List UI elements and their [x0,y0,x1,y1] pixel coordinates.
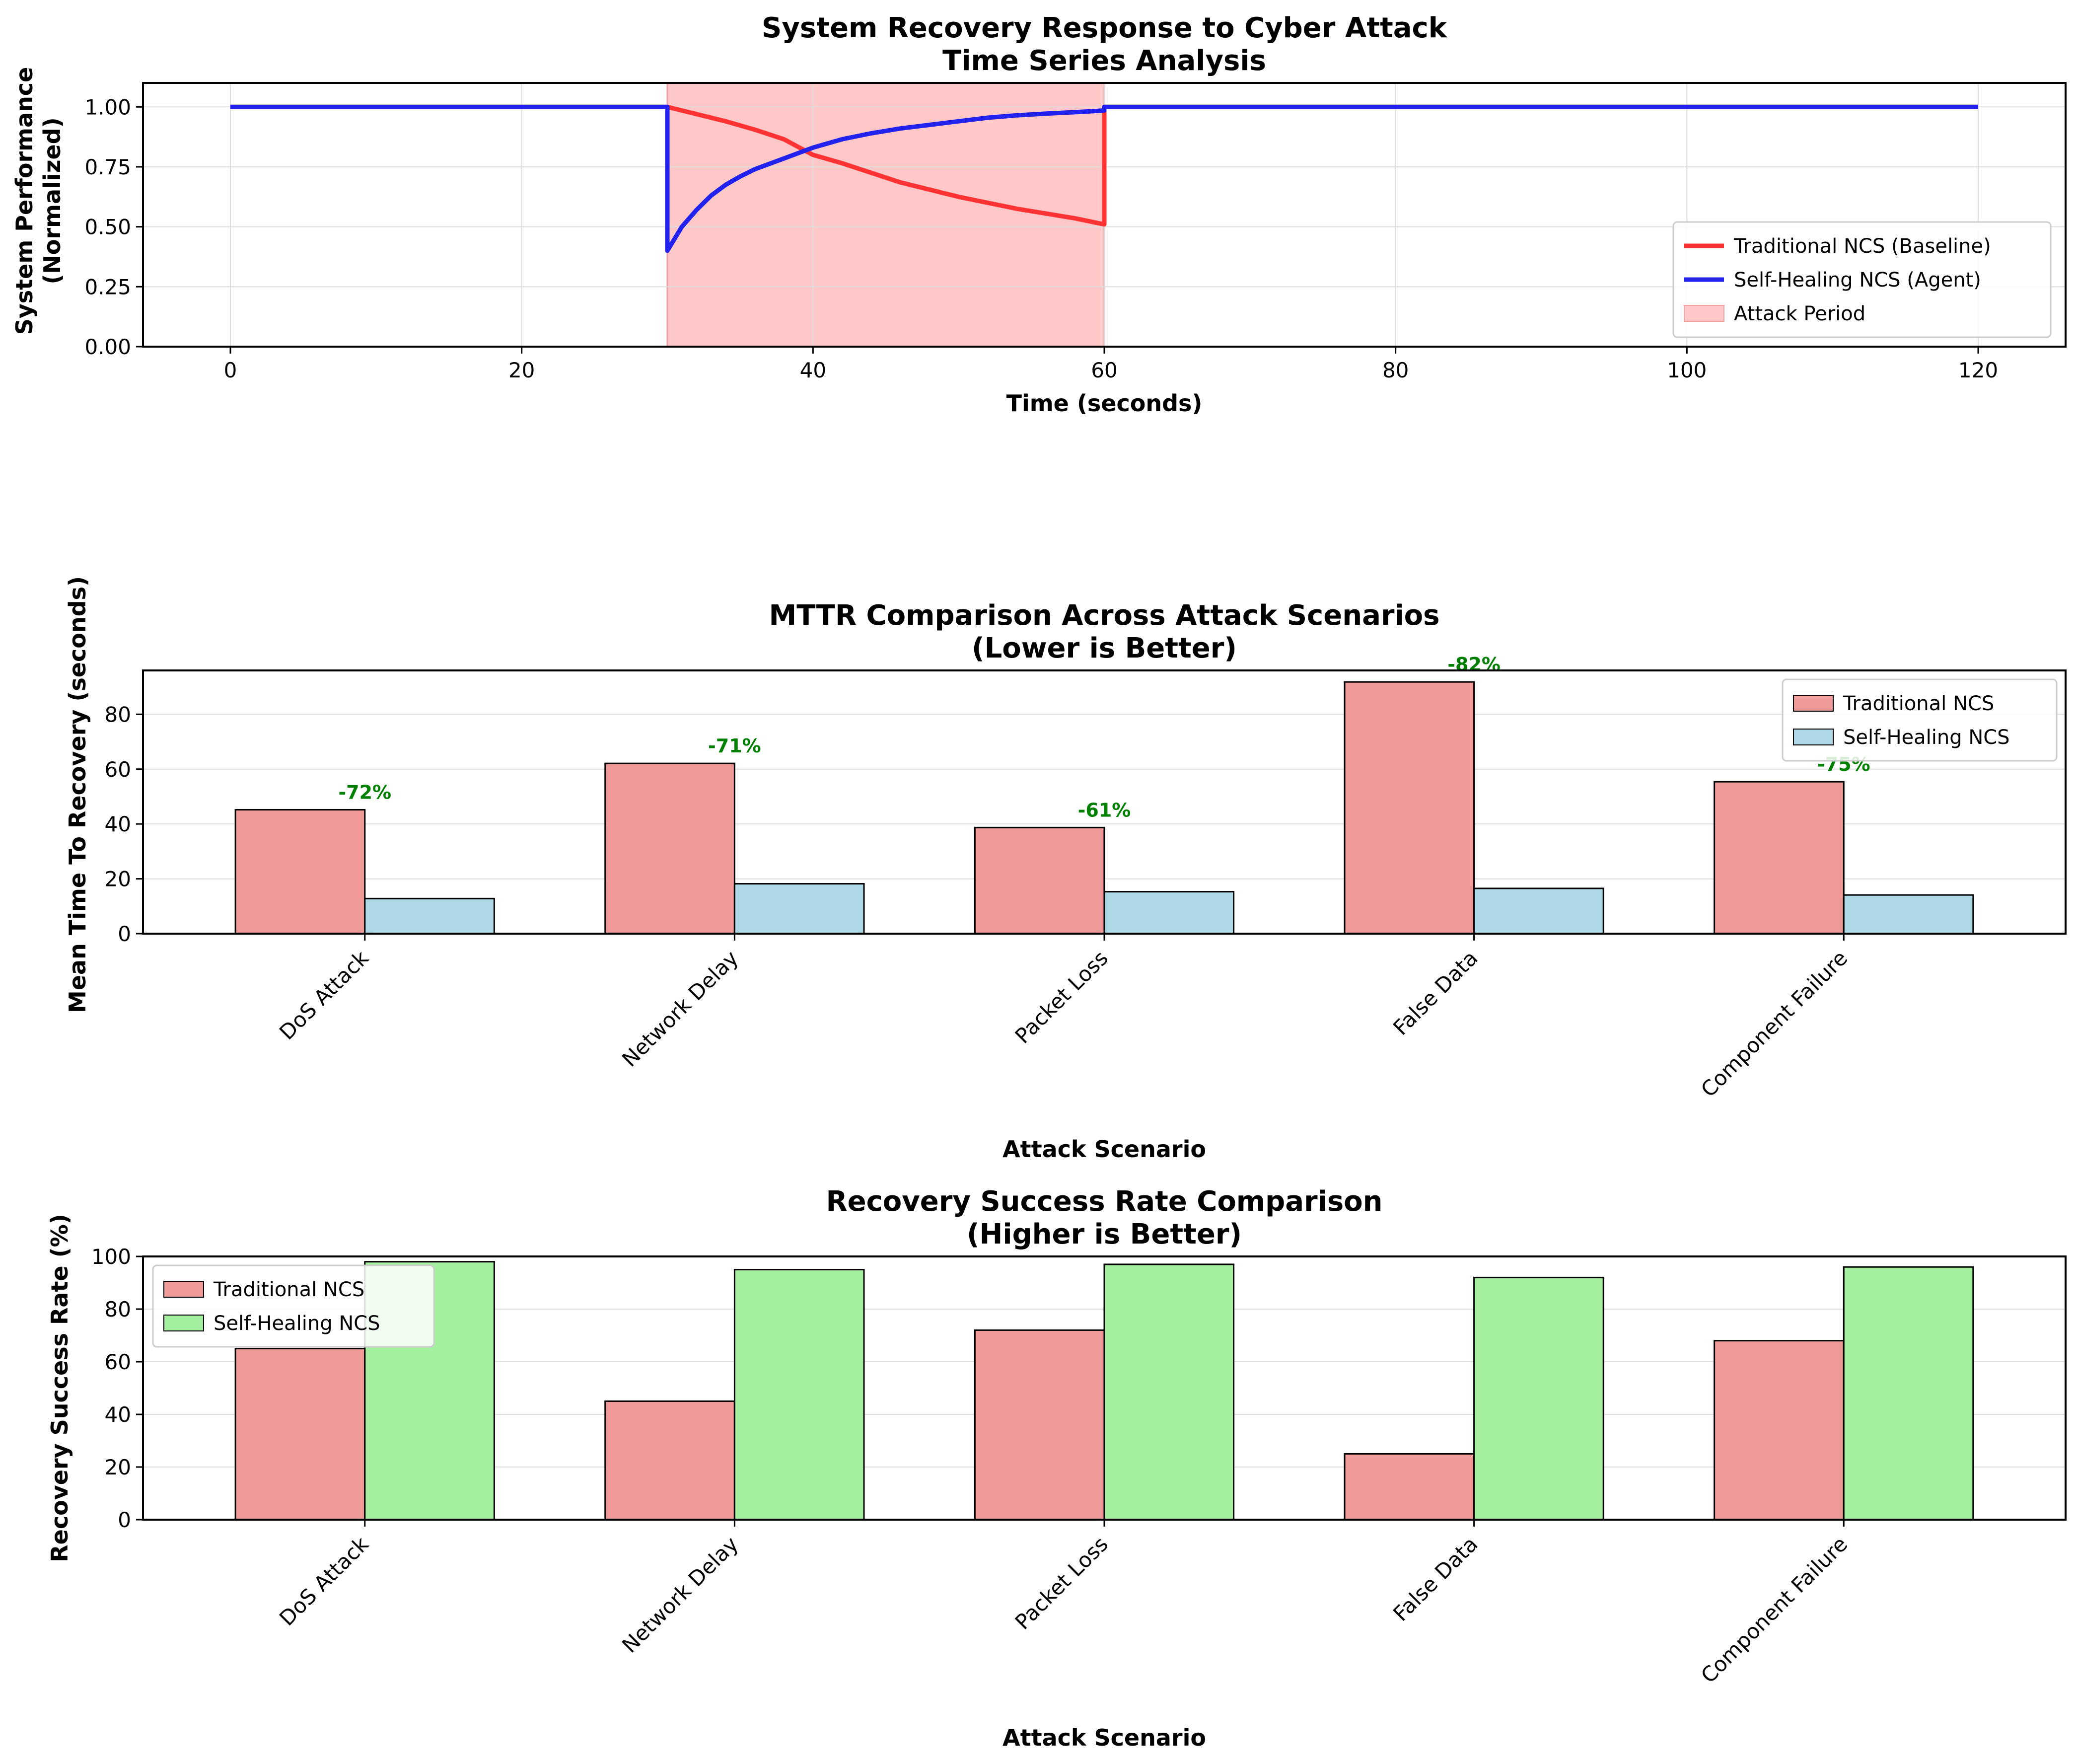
improvement-label-2: -61% [1078,799,1131,821]
y-tick-label: 0 [118,922,131,946]
x-tick-label-2: Packet Loss [1010,1532,1113,1634]
legend-swatch-0 [163,1281,204,1298]
x-tick-label: 20 [508,358,535,382]
legend-swatch-0 [1793,695,1834,712]
x-tick-label: 100 [1667,358,1707,382]
legend-self-healing-ncs-label: Self-Healing NCS (Agent) [1734,269,1981,292]
legend-attack-period-label: Attack Period [1734,302,1865,325]
legend-label-1: Self-Healing NCS [214,1312,380,1335]
timeseries-title: System Recovery Response to Cyber Attack… [762,12,1448,77]
timeseries-xlabel: Time (seconds) [1006,390,1203,417]
x-tick-label: 120 [1958,358,1998,382]
traditional-ncs-bar-0 [234,808,366,935]
x-tick-label-4: Component Failure [1696,1532,1852,1688]
self-healing-ncs-bar-2 [1103,1263,1235,1521]
x-tick-label-1: Network Delay [617,1532,743,1657]
mttr-xlabel: Attack Scenario [1003,1136,1206,1163]
self-healing-ncs-bar-4 [1843,1266,1974,1521]
x-tick-label-2: Packet Loss [1010,946,1113,1048]
self-healing-ncs-bar-2 [1103,891,1235,935]
plot-frame [142,669,2067,935]
self-healing-ncs-bar-1 [733,1269,865,1521]
plot-frame [142,82,2067,348]
traditional-ncs-bar-4 [1714,781,1845,935]
legend-attack-period-swatch [1684,305,1724,322]
x-tick-label-3: False Data [1388,1532,1483,1626]
x-tick-label: 0 [224,358,237,382]
legend-swatch-1 [163,1315,204,1331]
improvement-label-1: -71% [708,735,761,757]
x-tick-label: 40 [800,358,826,382]
timeseries-ylabel: System Performance(Normalized) [11,67,66,335]
traditional-ncs-bar-1 [604,762,735,935]
y-tick-label: 0.50 [84,215,131,239]
mttr-ylabel: Mean Time To Recovery (seconds) [64,576,91,1013]
x-tick-label-0: DoS Attack [275,946,373,1044]
x-tick-label: 80 [1382,358,1409,382]
success-panel: 0 20 40 60 80 100 DoS Attack Network Delay Packe… [91,1245,2067,1688]
success-legend: Traditional NCS Self-Healing NCS [152,1264,435,1348]
y-tick-label: 0.00 [84,335,131,359]
legend-swatch-1 [1793,729,1834,745]
traditional-ncs-bar-3 [1344,1453,1475,1521]
legend-traditional-ncs-label: Traditional NCS (Baseline) [1733,235,1991,258]
legend-label-1: Self-Healing NCS [1843,726,2010,749]
timeseries-legend: Traditional NCS (Baseline) Self-Healing N… [1672,221,2052,338]
traditional-ncs-bar-1 [604,1400,735,1521]
plot-frame [142,1255,2067,1521]
y-tick-label: 20 [105,867,131,891]
traditional-ncs-bar-2 [974,826,1105,935]
x-tick-label-3: False Data [1388,946,1483,1040]
y-tick-label: 1.00 [84,95,131,119]
legend-label-0: Traditional NCS [1843,692,1994,715]
legend-label-0: Traditional NCS [213,1278,364,1301]
improvement-label-3: -82% [1447,654,1501,675]
self-healing-ncs-line [230,104,1978,253]
y-tick-label: 100 [91,1245,131,1269]
mttr-legend: Traditional NCS Self-Healing NCS [1782,678,2058,762]
traditional-ncs-bar-3 [1344,681,1475,935]
traditional-ncs-bar-0 [234,1348,366,1521]
self-healing-ncs-bar-4 [1843,894,1974,935]
success-ylabel: Recovery Success Rate (%) [46,1214,73,1562]
x-tick-label: 60 [1091,358,1117,382]
x-tick-label-0: DoS Attack [275,1532,373,1630]
y-tick-label: 0.25 [84,275,131,299]
traditional-ncs-line [230,104,1978,227]
legend-box [1672,221,2052,338]
self-healing-ncs-bar-1 [733,883,865,935]
x-tick-label-1: Network Delay [617,946,743,1071]
success-title: Recovery Success Rate Comparison (Higher … [826,1185,1382,1250]
improvement-label-0: -72% [338,781,391,803]
mttr-title: MTTR Comparison Across Attack Scenarios(… [769,599,1440,664]
self-healing-ncs-bar-3 [1473,887,1604,935]
traditional-ncs-bar-4 [1714,1340,1845,1521]
x-tick-label-4: Component Failure [1696,946,1852,1102]
timeseries-panel: 0 20 40 60 80 100 120 0.00 0.25 0.50 0.75 1.00 Tradi… [84,82,2067,417]
traditional-ncs-bar-2 [974,1329,1105,1521]
y-tick-label: 40 [105,812,131,836]
self-healing-ncs-bar-3 [1473,1276,1604,1521]
y-tick-label: 20 [105,1455,131,1479]
success-xlabel: Attack Scenario [1003,1724,1206,1751]
y-tick-label: 80 [105,1297,131,1322]
y-tick-label: 0.75 [84,155,131,179]
legend-box [152,1264,435,1348]
y-tick-label: 0 [118,1508,131,1532]
self-healing-ncs-bar-0 [364,897,495,935]
legend-box [1782,678,2058,762]
y-tick-label: 40 [105,1402,131,1427]
y-tick-label: 60 [105,757,131,782]
y-tick-label: 80 [105,702,131,727]
y-tick-label: 60 [105,1350,131,1374]
